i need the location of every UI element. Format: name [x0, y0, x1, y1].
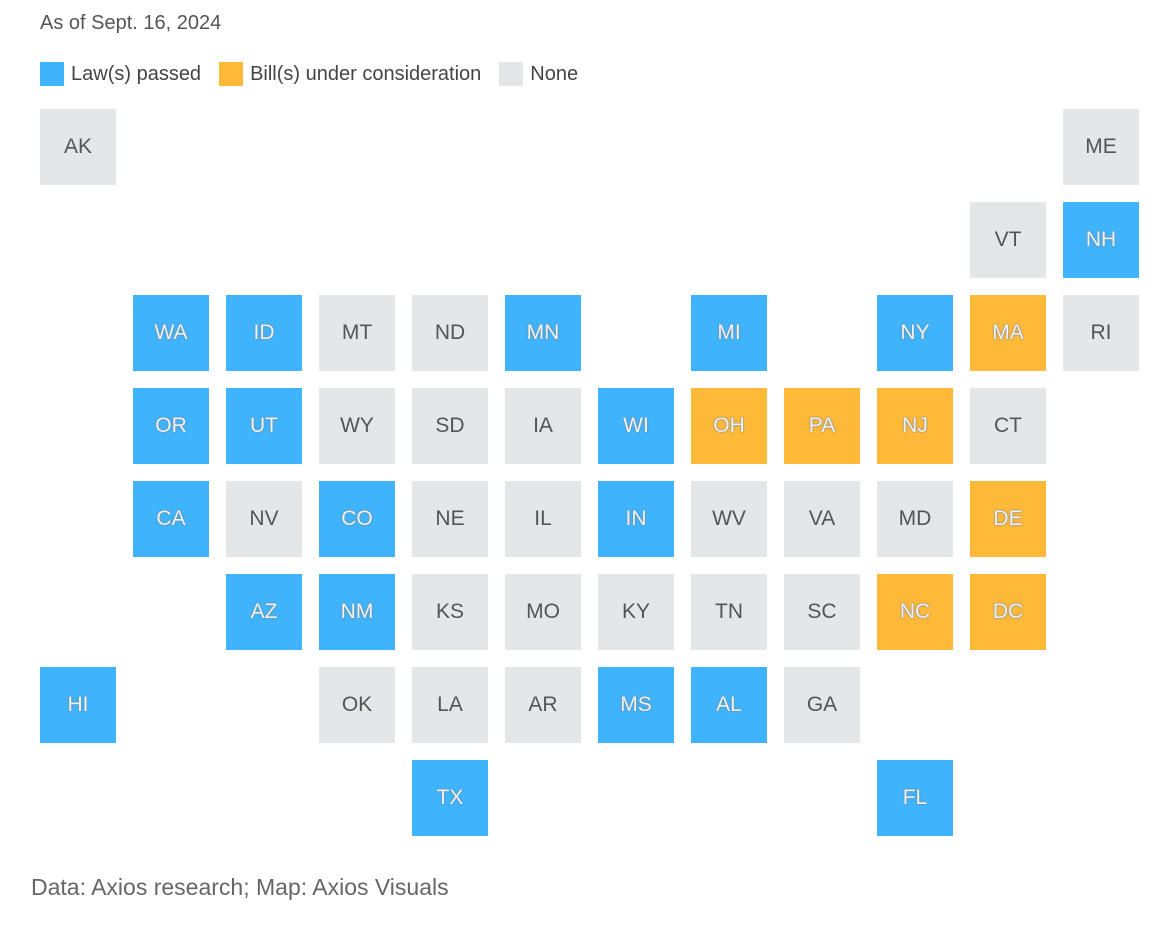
state-tile-vt: VT	[970, 202, 1046, 278]
state-tile-il: IL	[505, 481, 581, 557]
state-tile-al: AL	[691, 667, 767, 743]
state-tile-az: AZ	[226, 574, 302, 650]
state-tile-md: MD	[877, 481, 953, 557]
state-tile-sc: SC	[784, 574, 860, 650]
state-tile-ms: MS	[598, 667, 674, 743]
legend-swatch-none	[499, 62, 524, 86]
state-tile-oh: OH	[691, 388, 767, 464]
legend-label-bill: Bill(s) under consideration	[250, 62, 482, 85]
subtitle: As of Sept. 16, 2024	[40, 12, 222, 34]
state-tile-ut: UT	[226, 388, 302, 464]
state-tile-wy: WY	[319, 388, 395, 464]
legend-swatch-bill	[219, 62, 244, 86]
state-tile-ri: RI	[1063, 295, 1139, 371]
state-tile-ar: AR	[505, 667, 581, 743]
state-tile-hi: HI	[40, 667, 116, 743]
state-tile-in: IN	[598, 481, 674, 557]
state-tile-or: OR	[133, 388, 209, 464]
state-tile-ne: NE	[412, 481, 488, 557]
state-tile-mt: MT	[319, 295, 395, 371]
state-tile-de: DE	[970, 481, 1046, 557]
state-tile-dc: DC	[970, 574, 1046, 650]
state-tile-ga: GA	[784, 667, 860, 743]
state-tile-sd: SD	[412, 388, 488, 464]
state-tile-co: CO	[319, 481, 395, 557]
state-tile-ky: KY	[598, 574, 674, 650]
legend-item-law: Law(s) passed	[40, 62, 201, 86]
state-tile-nc: NC	[877, 574, 953, 650]
state-tile-wi: WI	[598, 388, 674, 464]
state-tile-id: ID	[226, 295, 302, 371]
state-tile-wa: WA	[133, 295, 209, 371]
state-tile-nv: NV	[226, 481, 302, 557]
state-tile-nd: ND	[412, 295, 488, 371]
legend-item-bill: Bill(s) under consideration	[219, 62, 481, 86]
legend-label-none: None	[530, 62, 579, 85]
state-tile-nj: NJ	[877, 388, 953, 464]
legend-item-none: None	[499, 62, 578, 86]
state-tile-ok: OK	[319, 667, 395, 743]
state-tile-mo: MO	[505, 574, 581, 650]
legend-label-law: Law(s) passed	[71, 62, 202, 85]
state-tile-ks: KS	[412, 574, 488, 650]
state-tile-ia: IA	[505, 388, 581, 464]
state-tile-ct: CT	[970, 388, 1046, 464]
state-tile-nh: NH	[1063, 202, 1139, 278]
state-tile-ak: AK	[40, 109, 116, 185]
source-note: Data: Axios research; Map: Axios Visuals	[31, 874, 449, 900]
legend: Law(s) passed Bill(s) under consideratio…	[40, 62, 596, 86]
state-tile-me: ME	[1063, 109, 1139, 185]
state-tile-ny: NY	[877, 295, 953, 371]
state-tile-wv: WV	[691, 481, 767, 557]
state-tile-nm: NM	[319, 574, 395, 650]
state-tile-mn: MN	[505, 295, 581, 371]
state-tile-va: VA	[784, 481, 860, 557]
state-tile-fl: FL	[877, 760, 953, 836]
state-tile-ca: CA	[133, 481, 209, 557]
state-tile-pa: PA	[784, 388, 860, 464]
state-tile-tn: TN	[691, 574, 767, 650]
state-tile-la: LA	[412, 667, 488, 743]
state-tile-tx: TX	[412, 760, 488, 836]
state-tile-ma: MA	[970, 295, 1046, 371]
legend-swatch-law	[40, 62, 64, 86]
state-tile-mi: MI	[691, 295, 767, 371]
